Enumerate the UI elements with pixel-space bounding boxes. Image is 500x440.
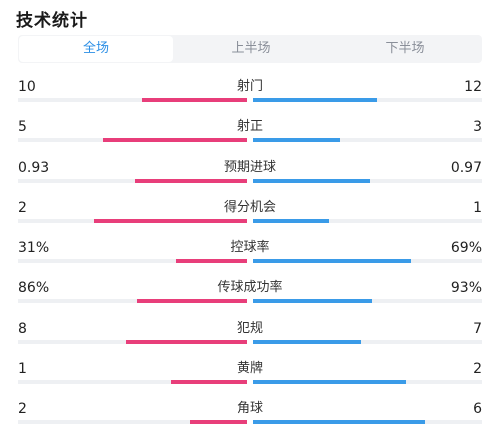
home-value: 2	[18, 199, 27, 216]
stat-row-pass-accuracy: 86% 传球成功率 93%	[0, 274, 500, 314]
away-bar	[253, 420, 425, 425]
stat-label: 犯规	[236, 320, 263, 336]
home-bar-track	[18, 138, 247, 143]
stat-label: 射门	[236, 79, 263, 94]
stat-label: 预期进球	[223, 159, 276, 175]
away-bar-track	[253, 138, 482, 143]
home-value: 2	[18, 401, 27, 418]
home-value: 1	[18, 361, 27, 378]
home-bar-track	[18, 218, 247, 223]
away-bar	[253, 218, 329, 223]
home-value: 8	[18, 320, 27, 337]
stat-row-big-chances: 2 得分机会 1	[0, 194, 500, 234]
away-value: 2	[473, 361, 482, 378]
away-bar	[253, 98, 377, 102]
tab-first-half[interactable]: 上半场	[231, 41, 271, 56]
tab-full-match[interactable]: 全场	[19, 36, 173, 62]
home-bar	[93, 218, 247, 223]
home-bar	[134, 178, 247, 183]
home-bar	[137, 299, 247, 304]
home-bar-track	[18, 178, 247, 183]
away-bar-track	[253, 178, 482, 183]
home-bar	[102, 138, 247, 143]
stat-label: 角球	[236, 401, 263, 417]
stat-row-yellow-cards: 1 黄牌 2	[0, 355, 500, 395]
home-bar-track	[18, 98, 247, 102]
away-bar	[253, 138, 341, 143]
home-bar-track	[18, 339, 247, 344]
stat-row-shots-on-target: 5 射正 3	[0, 113, 500, 153]
stat-label: 控球率	[230, 240, 270, 256]
home-bar	[189, 420, 247, 425]
away-value: 3	[473, 119, 482, 136]
home-bar-track	[18, 299, 247, 304]
stat-row-corners: 2 角球 6	[0, 395, 500, 435]
stat-label: 得分机会	[223, 199, 276, 215]
stat-label: 射正	[236, 119, 263, 135]
stat-label: 传球成功率	[217, 280, 283, 296]
away-bar-track	[253, 380, 482, 385]
away-value: 69%	[450, 240, 482, 257]
stat-row-expected-goals: 0.93 预期进球 0.97	[0, 154, 500, 194]
stat-row-shots: 10 射门 12	[0, 73, 500, 113]
home-value: 10	[18, 79, 36, 95]
home-bar-track	[18, 420, 247, 425]
away-value: 93%	[450, 280, 482, 297]
stat-label: 黄牌	[236, 361, 263, 377]
home-bar	[125, 339, 247, 344]
away-bar-track	[253, 259, 482, 264]
away-bar-track	[253, 98, 482, 102]
home-bar	[171, 380, 247, 385]
away-value: 1	[473, 199, 482, 216]
home-bar	[141, 98, 247, 102]
away-bar-track	[253, 299, 482, 304]
stat-row-possession: 31% 控球率 69%	[0, 234, 500, 274]
home-value: 86%	[18, 280, 50, 297]
away-bar	[253, 178, 370, 183]
away-bar	[253, 339, 361, 344]
stats-list: 10 射门 12 5 射正 3 0.93 预期进球 0.97 2 得分机会 1 …	[0, 73, 500, 436]
away-bar	[253, 380, 407, 385]
away-bar	[253, 259, 411, 264]
page-title: 技术统计	[16, 11, 88, 31]
home-bar	[176, 259, 247, 264]
away-value: 6	[473, 401, 482, 418]
stat-row-fouls: 8 犯规 7	[0, 315, 500, 355]
away-bar-track	[253, 218, 482, 223]
home-value: 31%	[18, 240, 50, 257]
away-bar-track	[253, 420, 482, 425]
away-value: 12	[464, 79, 482, 95]
away-bar-track	[253, 339, 482, 344]
period-tabs: 全场 上半场 下半场	[18, 35, 482, 63]
home-value: 5	[18, 119, 27, 136]
home-value: 0.93	[18, 159, 50, 176]
tab-second-half[interactable]: 下半场	[385, 41, 425, 56]
home-bar-track	[18, 259, 247, 264]
away-bar	[253, 299, 373, 304]
away-value: 0.97	[450, 159, 482, 176]
home-bar-track	[18, 380, 247, 385]
away-value: 7	[473, 320, 482, 337]
